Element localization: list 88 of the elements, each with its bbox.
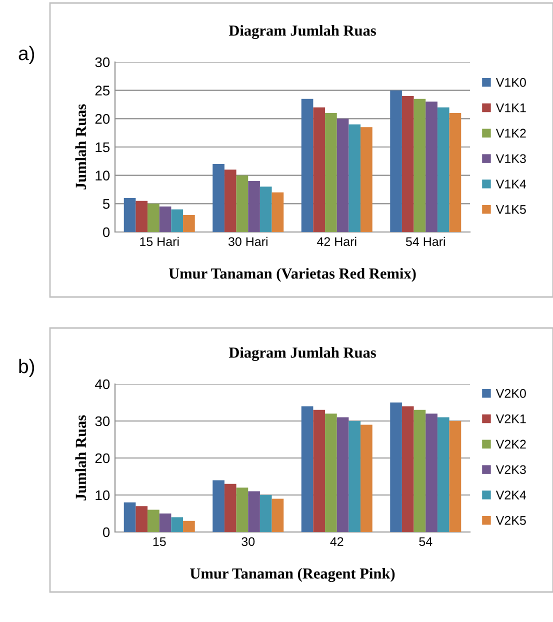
y-tick-label: 0 xyxy=(102,227,110,238)
x-tick-label: 42 Hari xyxy=(317,236,356,246)
bar xyxy=(236,488,248,532)
bar xyxy=(224,170,236,232)
legend-label: V1K3 xyxy=(496,154,526,164)
bar xyxy=(236,175,248,232)
bar xyxy=(159,514,172,532)
bar xyxy=(248,491,260,532)
bar xyxy=(390,402,402,532)
bar xyxy=(224,484,236,532)
y-tick-label: 5 xyxy=(102,199,110,209)
x-axis-title: Umur Tanaman (Varietas Red Remix) xyxy=(168,268,416,282)
bar xyxy=(171,209,184,232)
bar xyxy=(336,417,349,532)
legend-label: V1K0 xyxy=(496,78,526,87)
legend-label: V2K3 xyxy=(496,465,526,474)
bar xyxy=(449,113,462,232)
legend-label: V2K5 xyxy=(496,516,526,525)
y-tick-label: 20 xyxy=(95,114,110,124)
bar xyxy=(414,98,426,232)
legend-label: V2K4 xyxy=(496,490,526,500)
bar xyxy=(183,520,195,532)
y-tick-label: 25 xyxy=(95,86,110,96)
bar xyxy=(212,164,224,232)
bar xyxy=(212,480,224,532)
bar xyxy=(260,495,272,532)
bar xyxy=(360,424,372,532)
x-tick-label: 15 xyxy=(153,537,166,546)
x-tick-label: 15 Hari xyxy=(140,236,179,246)
bar xyxy=(437,417,450,532)
x-tick-label: 54 xyxy=(419,537,432,546)
bar xyxy=(171,517,184,532)
bar xyxy=(301,98,314,232)
bar xyxy=(159,206,172,232)
legend-label: V1K4 xyxy=(496,180,526,188)
bar xyxy=(148,510,160,532)
y-tick-label: 40 xyxy=(95,379,110,390)
y-tick-label: 30 xyxy=(95,416,110,426)
bar xyxy=(390,90,402,232)
y-tick-label: 0 xyxy=(102,527,110,538)
bar xyxy=(148,204,160,232)
bar xyxy=(325,414,337,532)
bar xyxy=(402,96,414,232)
bar xyxy=(426,414,438,532)
bar xyxy=(313,107,326,232)
bar xyxy=(336,118,349,232)
bar xyxy=(325,113,337,232)
x-tick-label: 30 xyxy=(242,537,255,546)
legend-label: V2K0 xyxy=(496,389,526,398)
bar xyxy=(402,406,414,532)
bar xyxy=(360,127,372,232)
text: b) xyxy=(19,358,34,378)
bar xyxy=(272,498,284,532)
bar xyxy=(136,200,148,232)
bar xyxy=(136,506,148,532)
x-axis-title: Umur Tanaman (Reagent Pink) xyxy=(190,568,395,582)
bar xyxy=(348,124,361,232)
x-tick-label: 42 xyxy=(330,537,344,546)
y-tick-label: 10 xyxy=(96,490,110,500)
chart-title: Diagram Jumlah Ruas xyxy=(228,25,376,39)
bar xyxy=(348,421,361,532)
bar xyxy=(449,421,462,532)
legend-label: V2K1 xyxy=(496,414,526,424)
legend-label: V2K2 xyxy=(496,440,526,449)
bar xyxy=(414,410,426,532)
legend-label: V1K5 xyxy=(496,205,526,214)
y-tick-label: 30 xyxy=(95,57,110,68)
chart-title: Diagram Jumlah Ruas xyxy=(228,347,376,361)
y-tick-label: 20 xyxy=(95,453,110,464)
legend-label: V1K1 xyxy=(496,104,526,112)
bar xyxy=(301,406,314,532)
bar xyxy=(183,215,195,232)
bar xyxy=(124,502,136,532)
legend-label: V1K2 xyxy=(496,128,526,138)
bar xyxy=(426,102,438,232)
text: a) xyxy=(18,46,34,64)
y-axis-title: Jumlah Ruas xyxy=(75,104,86,190)
bar xyxy=(248,181,260,232)
bar xyxy=(272,192,284,232)
x-tick-label: 54 Hari xyxy=(406,236,445,246)
bar xyxy=(124,198,136,232)
y-axis-title: Jumlah Ruas xyxy=(75,415,86,500)
bar xyxy=(437,107,450,232)
x-tick-label: 30 Hari xyxy=(228,236,268,246)
bar xyxy=(313,410,326,532)
y-tick-label: 10 xyxy=(96,170,110,181)
y-tick-label: 15 xyxy=(96,142,110,152)
bar xyxy=(260,186,272,232)
